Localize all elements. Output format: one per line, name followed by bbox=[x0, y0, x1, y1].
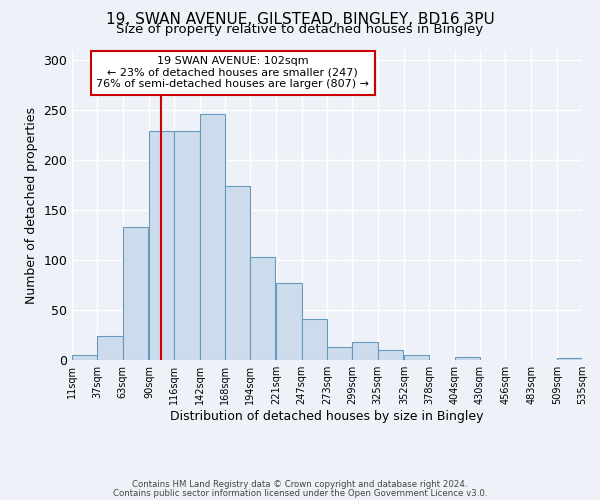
Y-axis label: Number of detached properties: Number of detached properties bbox=[25, 106, 38, 304]
Bar bbox=[302, 319, 327, 360]
Bar bbox=[327, 347, 352, 360]
Text: Contains public sector information licensed under the Open Government Licence v3: Contains public sector information licen… bbox=[113, 488, 487, 498]
Bar bbox=[377, 350, 403, 360]
Bar bbox=[149, 131, 174, 360]
Text: 19 SWAN AVENUE: 102sqm
← 23% of detached houses are smaller (247)
76% of semi-de: 19 SWAN AVENUE: 102sqm ← 23% of detached… bbox=[96, 56, 369, 90]
Text: Contains HM Land Registry data © Crown copyright and database right 2024.: Contains HM Land Registry data © Crown c… bbox=[132, 480, 468, 489]
Bar bbox=[455, 357, 480, 360]
Bar bbox=[174, 131, 200, 360]
Bar bbox=[352, 342, 377, 360]
Bar bbox=[277, 283, 302, 360]
Bar bbox=[557, 358, 582, 360]
Text: 19, SWAN AVENUE, GILSTEAD, BINGLEY, BD16 3PU: 19, SWAN AVENUE, GILSTEAD, BINGLEY, BD16… bbox=[106, 12, 494, 28]
Bar bbox=[404, 355, 429, 360]
Bar bbox=[225, 186, 250, 360]
Bar bbox=[72, 355, 97, 360]
X-axis label: Distribution of detached houses by size in Bingley: Distribution of detached houses by size … bbox=[170, 410, 484, 423]
Bar bbox=[199, 114, 225, 360]
Bar bbox=[250, 257, 275, 360]
Text: Size of property relative to detached houses in Bingley: Size of property relative to detached ho… bbox=[116, 22, 484, 36]
Bar bbox=[122, 227, 148, 360]
Bar bbox=[97, 336, 122, 360]
